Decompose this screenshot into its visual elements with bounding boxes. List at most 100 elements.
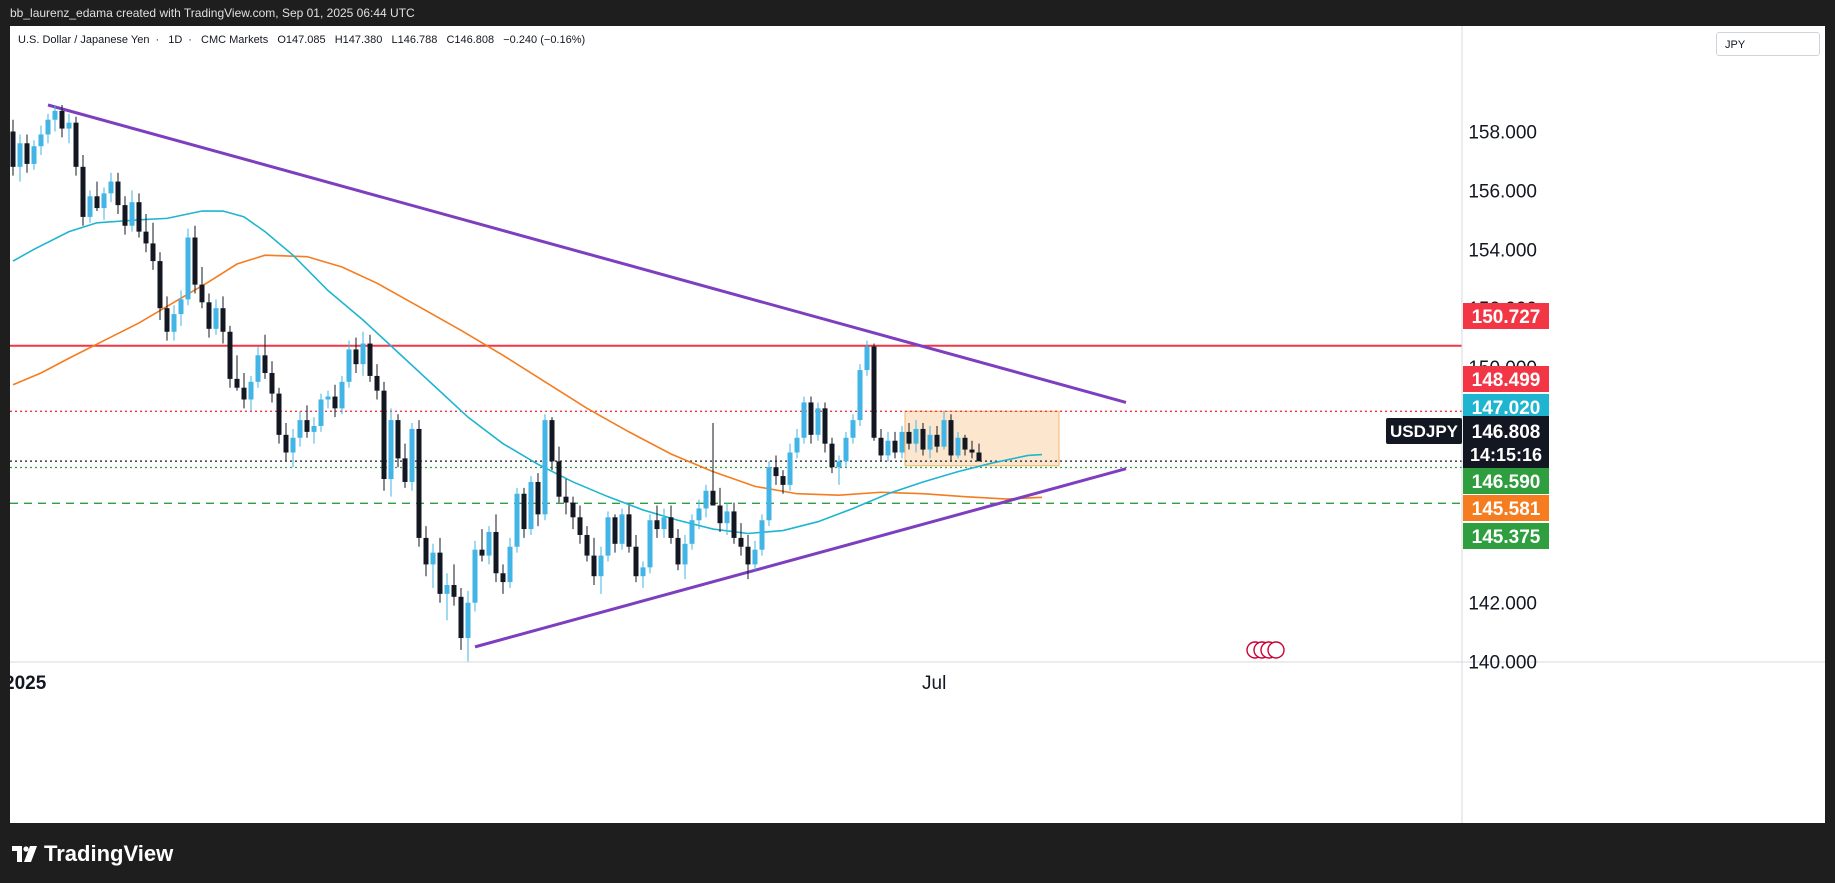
candle-body bbox=[108, 181, 114, 194]
candle bbox=[136, 193, 142, 238]
candle-body bbox=[290, 437, 296, 453]
candle bbox=[101, 187, 107, 220]
candle bbox=[577, 505, 583, 544]
horizontal-lines-layer bbox=[10, 344, 1462, 504]
candle bbox=[976, 443, 982, 462]
price-label: 150.727 bbox=[1472, 307, 1541, 328]
candle-body bbox=[514, 493, 520, 547]
candle-body bbox=[577, 517, 583, 535]
candle bbox=[178, 290, 184, 326]
candle bbox=[703, 484, 709, 518]
candle-body bbox=[234, 378, 240, 388]
candle-body bbox=[143, 231, 149, 244]
price-chart[interactable]: 158.000156.000154.000152.000150.000142.0… bbox=[10, 26, 1825, 823]
price-label: 145.375 bbox=[1472, 527, 1541, 548]
candle bbox=[192, 225, 198, 294]
candle bbox=[444, 573, 450, 621]
data-source: CMC Markets bbox=[201, 34, 269, 46]
candle-body bbox=[626, 514, 632, 547]
candle-body bbox=[780, 476, 786, 485]
candle bbox=[598, 546, 604, 594]
symbol-header[interactable]: U.S. Dollar / Japanese Yen · 1D · CMC Mark… bbox=[18, 34, 591, 46]
candle-body bbox=[738, 537, 744, 547]
price-label-bg bbox=[1463, 468, 1549, 494]
candle-body bbox=[360, 343, 366, 365]
candle bbox=[94, 181, 100, 212]
candle bbox=[472, 540, 478, 612]
candle-body bbox=[458, 596, 464, 639]
candle bbox=[661, 508, 667, 538]
candle-body bbox=[822, 408, 828, 444]
symbol-name[interactable]: U.S. Dollar / Japanese Yen bbox=[18, 34, 150, 46]
candle-body bbox=[297, 420, 303, 438]
candle-body bbox=[409, 428, 415, 482]
candle bbox=[808, 396, 814, 444]
candle-body bbox=[563, 496, 569, 503]
candle-body bbox=[45, 119, 51, 135]
candle-body bbox=[850, 420, 856, 438]
y-tick-label: 154.000 bbox=[1468, 240, 1537, 261]
candle-body bbox=[556, 461, 562, 497]
candle bbox=[409, 423, 415, 491]
candle-body bbox=[185, 237, 191, 300]
y-tick-label: 142.000 bbox=[1468, 594, 1537, 615]
candle bbox=[381, 381, 387, 491]
candle-body bbox=[549, 420, 555, 462]
candle-body bbox=[178, 299, 184, 315]
chart-credit: bb_laurenz_edama created with TradingVie… bbox=[0, 0, 1835, 26]
candle-body bbox=[269, 372, 275, 394]
open-value: O147.085 bbox=[277, 34, 326, 46]
candle bbox=[948, 414, 954, 462]
candle-body bbox=[423, 537, 429, 565]
candle bbox=[836, 455, 842, 485]
price-label: 146.590 bbox=[1472, 472, 1541, 493]
economic-event-flag-icon bbox=[1267, 641, 1285, 659]
candle bbox=[605, 511, 611, 562]
candle-body bbox=[815, 408, 821, 435]
high-value: H147.380 bbox=[334, 34, 383, 46]
candle bbox=[969, 440, 975, 459]
price-label: 147.020 bbox=[1472, 398, 1541, 419]
candle-body bbox=[479, 549, 485, 556]
candle bbox=[430, 543, 436, 588]
candle-body bbox=[647, 520, 653, 568]
candle bbox=[717, 487, 723, 533]
candle-body bbox=[171, 314, 177, 332]
candle-body bbox=[871, 346, 877, 438]
candle-body bbox=[17, 143, 23, 167]
candle-body bbox=[759, 520, 765, 550]
candle-body bbox=[381, 390, 387, 480]
candle bbox=[584, 526, 590, 562]
tradingview-logo[interactable]: TradingView bbox=[12, 841, 173, 867]
candle bbox=[402, 443, 408, 488]
candle-body bbox=[955, 437, 961, 456]
candle bbox=[241, 372, 247, 409]
candle bbox=[500, 564, 506, 594]
candle bbox=[255, 346, 261, 388]
candle bbox=[549, 417, 555, 471]
sma-orange-line bbox=[12, 254, 1043, 500]
candle-body bbox=[241, 387, 247, 400]
candle-body bbox=[731, 511, 737, 538]
candle bbox=[591, 537, 597, 586]
last-price-label-bg bbox=[1463, 416, 1549, 468]
candle-body bbox=[66, 122, 72, 129]
candle-body bbox=[94, 196, 100, 209]
candle bbox=[108, 172, 114, 203]
candle-body bbox=[80, 166, 86, 217]
candle bbox=[759, 514, 765, 556]
interval[interactable]: 1D bbox=[168, 34, 183, 46]
candle-body bbox=[612, 517, 618, 544]
candle bbox=[269, 361, 275, 403]
tradingview-logo-icon bbox=[12, 846, 37, 862]
candle bbox=[871, 343, 877, 441]
candle bbox=[955, 431, 961, 459]
candle-body bbox=[325, 396, 331, 400]
candle-body bbox=[668, 517, 674, 538]
candle-body bbox=[591, 555, 597, 577]
candle-body bbox=[773, 467, 779, 477]
chart-frame[interactable]: 158.000156.000154.000152.000150.000142.0… bbox=[10, 26, 1825, 823]
candle bbox=[563, 479, 569, 515]
candle-body bbox=[619, 514, 625, 544]
currency-selector[interactable]: JPY bbox=[1716, 32, 1820, 56]
